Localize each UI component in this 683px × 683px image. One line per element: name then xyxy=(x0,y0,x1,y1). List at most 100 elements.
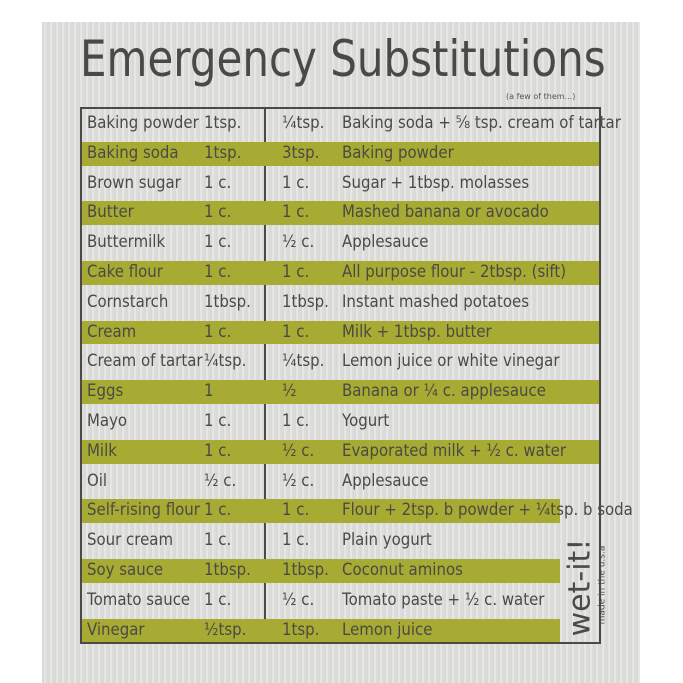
substitute-cell: Mashed banana or avocado xyxy=(342,202,549,223)
ingredient-cell: Milk xyxy=(87,440,117,461)
table-row: Cornstarch 1tbsp. 1tbsp. Instant mashed pot… xyxy=(82,288,599,318)
table-row: Cream of tartar ¼tsp. ¼tsp. Lemon juice or … xyxy=(82,347,599,377)
substitute-cell: Applesauce xyxy=(342,232,429,253)
substitute-amount-cell: 1 c. xyxy=(282,411,310,431)
amount-cell: 1 c. xyxy=(204,589,232,610)
substitute-cell: Yogurt xyxy=(342,411,390,431)
amount-cell: 1tbsp. xyxy=(204,560,251,580)
ingredient-cell: Sour cream xyxy=(87,530,174,551)
substitute-cell: Plain yogurt xyxy=(342,530,432,551)
table-row: Soy sauce 1tbsp. 1tbsp. Coconut aminos xyxy=(82,556,560,586)
page-title: Emergency Substitutions xyxy=(80,30,606,88)
substitute-cell: Tomato paste + ½ c. water xyxy=(342,589,545,610)
brand-name: wet-it! xyxy=(562,538,598,637)
table-row: Baking soda 1tsp. 3tsp. Baking powder xyxy=(82,139,599,169)
amount-cell: 1tbsp. xyxy=(204,291,251,312)
row-highlight xyxy=(82,261,599,285)
ingredient-cell: Eggs xyxy=(87,381,124,402)
substitute-cell: Sugar + 1tbsp. molasses xyxy=(342,172,530,193)
table-row: Cream 1 c. 1 c. Milk + 1tbsp. butter xyxy=(82,318,599,348)
table-row: Tomato sauce 1 c. ½ c. Tomato paste + ½ c. … xyxy=(82,586,560,616)
amount-cell: 1 c. xyxy=(204,232,232,253)
row-highlight xyxy=(82,559,560,583)
substitute-amount-cell: 1tsp. xyxy=(282,619,320,640)
table-row: Vinegar ½tsp. 1tsp. Lemon juice xyxy=(82,616,560,646)
substitute-cell: Instant mashed potatoes xyxy=(342,291,529,312)
table-row: Brown sugar 1 c. 1 c. Sugar + 1tbsp. molass… xyxy=(82,169,599,199)
substitute-cell: Coconut aminos xyxy=(342,560,463,580)
ingredient-cell: Baking soda xyxy=(87,142,179,163)
row-highlight xyxy=(82,380,599,404)
substitute-amount-cell: ½ xyxy=(282,381,297,402)
substitute-amount-cell: ½ c. xyxy=(282,470,315,491)
ingredient-cell: Baking powder xyxy=(87,113,199,133)
substitute-cell: Evaporated milk + ½ c. water xyxy=(342,440,566,461)
amount-cell: 1 xyxy=(204,381,214,402)
table-row: Cake flour 1 c. 1 c. All purpose flour - 2t… xyxy=(82,258,599,288)
amount-cell: 1 c. xyxy=(204,500,232,521)
ingredient-cell: Self-rising flour xyxy=(87,500,200,521)
ingredient-cell: Cornstarch xyxy=(87,291,169,312)
ingredient-cell: Brown sugar xyxy=(87,172,181,193)
table-row: Buttermilk 1 c. ½ c. Applesauce xyxy=(82,228,599,258)
table-row: Oil ½ c. ½ c. Applesauce xyxy=(82,467,599,497)
brand-tagline: made in the u.s.a xyxy=(597,545,608,625)
substitute-cell: Applesauce xyxy=(342,470,429,491)
ingredient-cell: Butter xyxy=(87,202,134,223)
table-row: Sour cream 1 c. 1 c. Plain yogurt xyxy=(82,526,560,556)
row-highlight xyxy=(82,320,599,345)
ingredient-cell: Soy sauce xyxy=(87,560,164,580)
substitute-amount-cell: ¼tsp. xyxy=(282,351,325,372)
table-row: Butter 1 c. 1 c. Mashed banana or avocado xyxy=(82,198,599,228)
row-highlight xyxy=(82,618,560,643)
substitute-amount-cell: ¼tsp. xyxy=(282,113,325,133)
row-highlight xyxy=(82,201,599,226)
substitute-amount-cell: 1tbsp. xyxy=(282,560,329,580)
substitute-cell: Milk + 1tbsp. butter xyxy=(342,321,492,342)
amount-cell: ½ c. xyxy=(204,470,237,491)
amount-cell: 1 c. xyxy=(204,321,232,342)
table-row: Self-rising flour 1 c. 1 c. Flour + 2tsp. b… xyxy=(82,496,633,526)
substitute-cell: Baking powder xyxy=(342,142,454,163)
amount-cell: ¼tsp. xyxy=(204,351,247,372)
table-row: Baking powder 1tsp. ¼tsp. Baking soda + ⅝ t… xyxy=(82,109,621,139)
substitute-amount-cell: 1 c. xyxy=(282,172,310,193)
row-highlight xyxy=(82,141,599,166)
ingredient-cell: Oil xyxy=(87,470,108,491)
amount-cell: 1 c. xyxy=(204,202,232,223)
ingredient-cell: Cream of tartar xyxy=(87,351,203,372)
ingredient-cell: Cake flour xyxy=(87,262,163,282)
amount-cell: 1 c. xyxy=(204,411,232,431)
substitute-amount-cell: 1 c. xyxy=(282,202,310,223)
ingredient-cell: Mayo xyxy=(87,411,128,431)
amount-cell: 1tsp. xyxy=(204,113,242,133)
substitute-amount-cell: 1 c. xyxy=(282,500,310,521)
brand-logo: wet-it! made in the u.s.a xyxy=(562,530,607,645)
substitute-cell: Banana or ¼ c. applesauce xyxy=(342,381,546,402)
amount-cell: ½tsp. xyxy=(204,619,247,640)
substitute-cell: Baking soda + ⅝ tsp. cream of tartar xyxy=(342,113,621,133)
ingredient-cell: Vinegar xyxy=(87,619,145,640)
substitute-amount-cell: 1tbsp. xyxy=(282,291,329,312)
amount-cell: 1 c. xyxy=(204,172,232,193)
ingredient-cell: Buttermilk xyxy=(87,232,166,253)
substitution-table: Baking powder 1tsp. ¼tsp. Baking soda + ⅝ t… xyxy=(80,107,633,646)
substitute-amount-cell: 1 c. xyxy=(282,321,310,342)
table-row: Mayo 1 c. 1 c. Yogurt xyxy=(82,407,599,437)
table-row: Milk 1 c. ½ c. Evaporated milk + ½ c. water xyxy=(82,437,599,467)
substitute-amount-cell: ½ c. xyxy=(282,232,315,253)
substitute-cell: Lemon juice or white vinegar xyxy=(342,351,560,372)
substitute-amount-cell: ½ c. xyxy=(282,440,315,461)
subtitle: (a few of them...) xyxy=(506,92,576,101)
ingredient-cell: Tomato sauce xyxy=(87,589,191,610)
substitute-cell: Flour + 2tsp. b powder + ¼tsp. b soda xyxy=(342,500,633,521)
row-highlight xyxy=(82,439,599,464)
substitute-cell: Lemon juice xyxy=(342,619,433,640)
amount-cell: 1 c. xyxy=(204,530,232,551)
substitute-amount-cell: 1 c. xyxy=(282,530,310,551)
row-highlight xyxy=(82,499,560,524)
substitute-amount-cell: ½ c. xyxy=(282,589,315,610)
amount-cell: 1tsp. xyxy=(204,142,242,163)
ingredient-cell: Cream xyxy=(87,321,137,342)
table-row: Eggs 1 ½ Banana or ¼ c. applesauce xyxy=(82,377,599,407)
